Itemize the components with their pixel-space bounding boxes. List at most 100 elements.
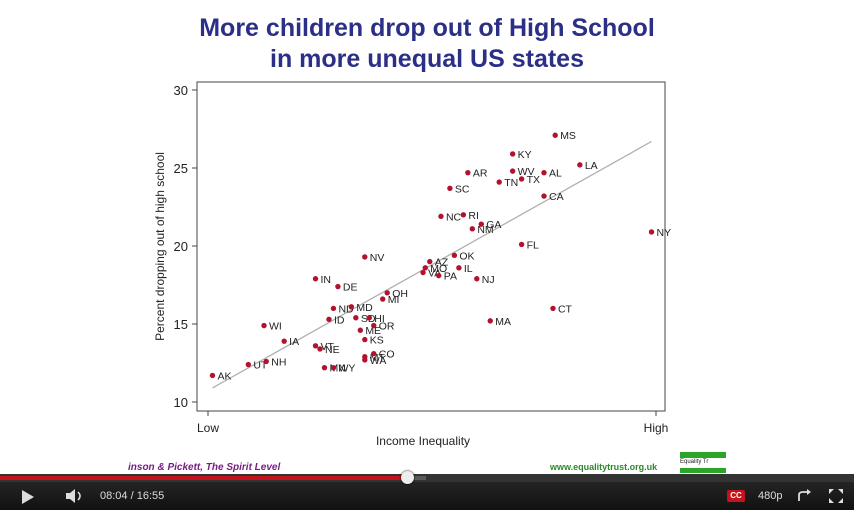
point-label: FL <box>527 239 539 251</box>
data-point <box>541 169 547 176</box>
point-label: NE <box>325 344 340 356</box>
y-axis-label: Percent dropping out of high school <box>153 152 167 341</box>
slide-title-line1: More children drop out of High School <box>199 14 655 42</box>
data-point <box>330 305 337 312</box>
data-point <box>366 315 372 321</box>
data-point <box>469 226 476 232</box>
y-tick-label: 20 <box>174 239 188 254</box>
point-label: PA <box>444 271 457 283</box>
progress-scrubber-handle[interactable] <box>401 471 415 484</box>
data-point <box>326 316 332 323</box>
point-label: NY <box>657 227 672 239</box>
data-point <box>478 221 484 227</box>
point-label: TX <box>527 174 540 186</box>
data-point <box>422 265 428 271</box>
data-point <box>312 276 319 282</box>
point-label: AK <box>217 370 231 382</box>
point-label: ME <box>365 325 381 337</box>
data-point <box>648 229 655 235</box>
point-label: ID <box>334 314 345 326</box>
data-point <box>518 176 525 182</box>
x-tick-label: High <box>644 421 669 435</box>
point-label: CT <box>558 303 573 315</box>
captions-button[interactable]: CC <box>727 490 745 502</box>
quality-button[interactable]: 480p <box>758 490 783 502</box>
data-point <box>357 327 364 333</box>
point-label: WI <box>269 321 282 333</box>
point-label: KS <box>370 335 384 347</box>
data-point <box>460 212 467 218</box>
data-point <box>317 346 323 352</box>
data-point <box>312 343 319 349</box>
play-icon[interactable] <box>22 490 34 504</box>
progress-bar[interactable] <box>0 471 854 484</box>
data-point <box>245 361 252 368</box>
data-point <box>552 132 558 138</box>
trend-line <box>212 140 652 389</box>
data-point <box>261 322 267 329</box>
x-axis-label: Income Inequality <box>376 434 470 448</box>
data-point <box>384 290 390 296</box>
point-label: HI <box>374 313 385 325</box>
x-tick-label: Low <box>197 421 219 435</box>
volume-icon[interactable] <box>66 489 84 503</box>
data-point <box>447 185 453 191</box>
data-point <box>362 254 368 260</box>
data-point <box>518 241 525 248</box>
data-point <box>550 305 556 312</box>
data-point <box>465 169 471 176</box>
time-total: 16:55 <box>136 490 165 502</box>
fullscreen-icon[interactable] <box>828 488 844 504</box>
data-point <box>474 276 480 282</box>
data-point <box>321 364 328 371</box>
time-separator: / <box>127 490 137 502</box>
point-label: AR <box>473 168 488 180</box>
point-label: LA <box>585 160 598 172</box>
data-point <box>380 296 386 302</box>
point-label: WV <box>518 166 535 178</box>
point-label: MO <box>430 263 447 275</box>
point-label: NC <box>446 211 462 223</box>
point-label: WA <box>370 355 387 367</box>
point-label: IA <box>289 336 299 348</box>
equality-trust-logo: Equality Tr <box>680 452 726 474</box>
point-label: DE <box>343 282 358 294</box>
point-label: OK <box>459 250 474 262</box>
point-label: WY <box>338 363 355 375</box>
point-label: NV <box>370 252 385 264</box>
point-label: AZ <box>435 257 449 269</box>
data-point <box>436 272 442 279</box>
data-point <box>362 357 368 363</box>
slide-title-line2: in more unequal US states <box>270 45 584 73</box>
data-point <box>509 151 516 157</box>
data-point <box>263 358 269 365</box>
data-point <box>335 283 341 290</box>
point-label: OH <box>392 288 408 300</box>
popout-icon[interactable] <box>796 488 812 504</box>
progress-played <box>0 476 409 480</box>
y-tick-label: 25 <box>174 161 188 176</box>
data-point <box>330 364 337 371</box>
data-point <box>209 372 216 379</box>
data-point <box>438 213 444 220</box>
y-tick-label: 15 <box>174 317 188 332</box>
point-label: RI <box>468 210 479 222</box>
data-point <box>577 162 583 168</box>
data-point <box>281 338 287 344</box>
data-point <box>509 168 516 174</box>
point-label: MA <box>495 316 511 328</box>
point-label: NJ <box>482 274 495 286</box>
footer-citation: inson & Pickett, The Spirit Level <box>128 462 281 473</box>
footer-url: www.equalitytrust.org.uk <box>550 462 658 472</box>
point-label: SC <box>455 183 470 195</box>
point-label: CA <box>549 191 564 203</box>
point-label: OR <box>379 321 395 333</box>
data-point <box>427 258 433 265</box>
point-label: MD <box>356 302 373 314</box>
data-point <box>541 193 547 199</box>
video-frame[interactable]: More children drop out of High School in… <box>0 0 854 474</box>
point-label: KY <box>518 149 532 161</box>
time-display: 08:04 / 16:55 <box>100 490 164 502</box>
point-label: CO <box>379 349 395 361</box>
data-point <box>456 265 462 271</box>
